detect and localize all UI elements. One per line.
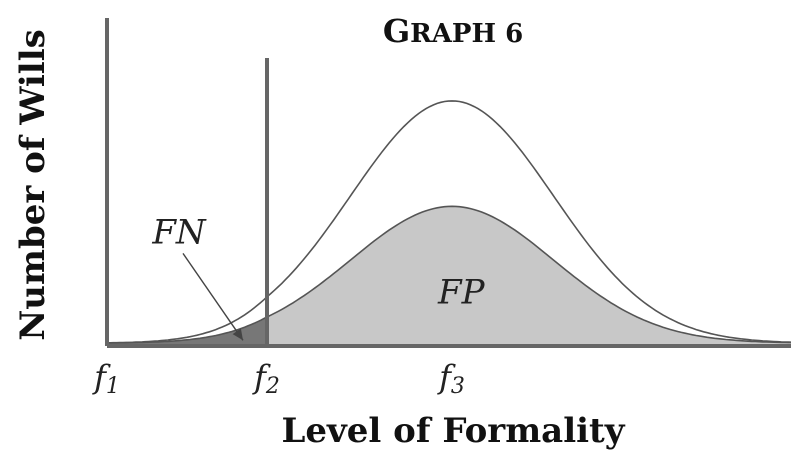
chart-title-first: G: [383, 12, 410, 50]
chart-title-rest: RAPH 6: [410, 19, 523, 49]
x-tick-label-f2: f2: [252, 358, 280, 399]
x-axis-label: Level of Formality: [282, 411, 626, 451]
fn-arrow-line: [182, 253, 244, 341]
region-fn: [107, 317, 267, 346]
fn-arrow-head: [232, 328, 243, 341]
chart-title: GRAPH 6: [383, 12, 523, 50]
region-label-fn: FN: [151, 212, 207, 252]
chart-marks: f1 f2 f3 FN FP: [92, 18, 791, 399]
series-outer-curve: [107, 100, 791, 344]
region-label-fp: FP: [437, 272, 486, 312]
region-fp: [267, 206, 791, 346]
y-axis-label: Number of Wills: [13, 29, 53, 341]
series-inner-curve: [106, 205, 791, 344]
x-tick-label-f3: f3: [437, 358, 465, 399]
x-tick-label-f1: f1: [92, 358, 120, 399]
